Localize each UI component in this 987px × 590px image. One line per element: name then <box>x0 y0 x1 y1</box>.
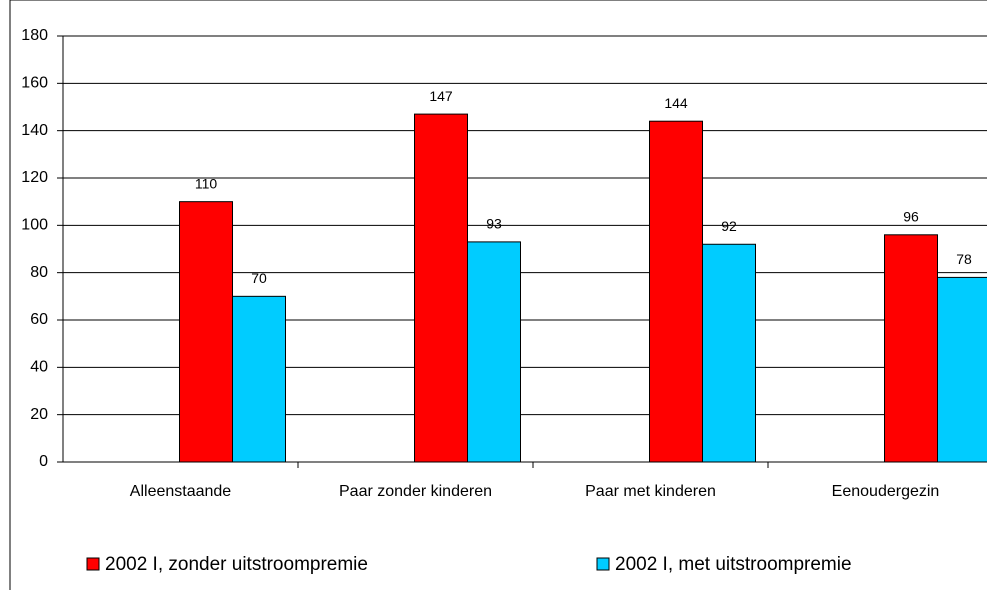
legend-swatch <box>596 557 610 571</box>
legend-swatch <box>86 557 100 571</box>
y-tick-label: 160 <box>21 75 48 92</box>
y-tick-label: 180 <box>21 27 48 44</box>
bar <box>467 241 521 463</box>
value-label: 110 <box>195 175 218 191</box>
y-tick-label: 60 <box>30 311 48 328</box>
value-label: 144 <box>664 95 688 111</box>
bar <box>702 243 756 463</box>
legend-label: 2002 I, zonder uitstroompremie <box>105 554 368 575</box>
y-tick-label: 140 <box>21 122 48 139</box>
y-tick-label: 120 <box>21 169 48 186</box>
x-tick-label: Alleenstaande <box>130 483 232 500</box>
x-tick-label: Paar met kinderen <box>585 483 716 500</box>
bar <box>179 201 233 463</box>
bar <box>649 120 703 463</box>
y-tick-label: 0 <box>39 453 48 470</box>
value-label: 93 <box>486 216 502 232</box>
x-tick-label: Paar zonder kinderen <box>339 483 492 500</box>
y-tick-label: 20 <box>30 406 48 423</box>
x-tick-label: Eenoudergezin <box>832 483 940 500</box>
value-label: 147 <box>429 88 453 104</box>
legend-label: 2002 I, met uitstroompremie <box>615 554 852 575</box>
value-label: 92 <box>721 218 737 234</box>
y-tick-label: 40 <box>30 359 48 376</box>
value-label: 96 <box>903 209 919 225</box>
bar <box>884 234 938 463</box>
bar <box>414 113 468 463</box>
value-label: 70 <box>251 270 267 286</box>
y-tick-label: 80 <box>30 264 48 281</box>
value-label: 78 <box>956 251 972 267</box>
bar <box>232 295 286 463</box>
y-tick-label: 100 <box>21 217 48 234</box>
bar <box>937 276 987 463</box>
